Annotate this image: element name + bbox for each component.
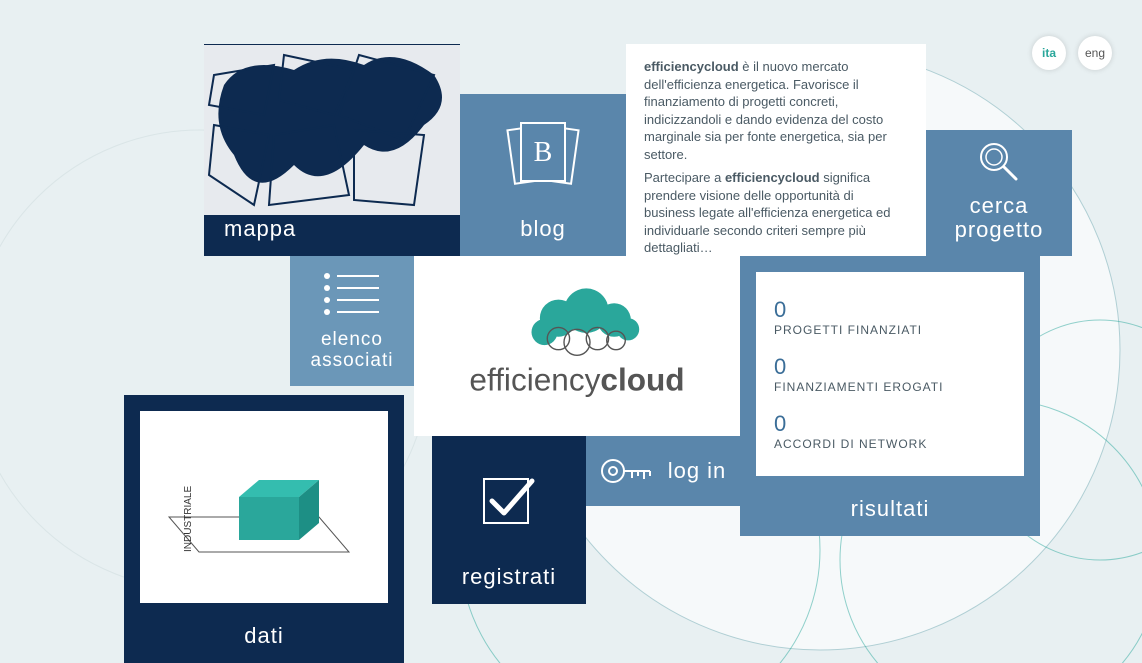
efficiencycloud-logo: efficiencycloud bbox=[447, 281, 707, 411]
registrati-label: registrati bbox=[462, 564, 556, 590]
blog-tile[interactable]: B blog bbox=[460, 94, 626, 256]
dati-chart: INDUSTRIALE bbox=[140, 411, 388, 603]
stat-progetti: 0 PROGETTI FINANZIATI bbox=[774, 297, 1006, 337]
dati-tile[interactable]: INDUSTRIALE dati bbox=[124, 395, 404, 663]
stat-num: 0 bbox=[774, 411, 1006, 437]
list-icon bbox=[317, 268, 387, 318]
key-icon bbox=[600, 454, 654, 488]
blog-icon: B bbox=[501, 113, 585, 197]
checkbox-icon bbox=[474, 465, 544, 535]
language-switch: ita eng bbox=[1032, 36, 1112, 70]
elenco-associati-tile[interactable]: elencoassociati bbox=[290, 256, 414, 386]
cerca-label: cercaprogetto bbox=[955, 194, 1044, 242]
svg-text:INDUSTRIALE: INDUSTRIALE bbox=[183, 486, 194, 552]
registrati-tile[interactable]: registrati bbox=[432, 436, 586, 604]
stat-accordi: 0 ACCORDI DI NETWORK bbox=[774, 411, 1006, 451]
login-tile[interactable]: log in bbox=[586, 436, 740, 506]
italy-map-icon bbox=[204, 44, 460, 216]
risultati-tile[interactable]: 0 PROGETTI FINANZIATI 0 FINANZIAMENTI ER… bbox=[740, 256, 1040, 536]
description-p2: Partecipare a efficiencycloud significa … bbox=[644, 169, 908, 257]
logo-tile: efficiencycloud bbox=[414, 256, 740, 436]
stat-num: 0 bbox=[774, 297, 1006, 323]
elenco-label: elencoassociati bbox=[311, 330, 394, 372]
stat-label: FINANZIAMENTI EROGATI bbox=[774, 380, 1006, 394]
stat-num: 0 bbox=[774, 354, 1006, 380]
stat-label: ACCORDI DI NETWORK bbox=[774, 437, 1006, 451]
risultati-stats: 0 PROGETTI FINANZIATI 0 FINANZIAMENTI ER… bbox=[756, 272, 1024, 476]
mappa-label: mappa bbox=[224, 216, 296, 242]
svg-text:B: B bbox=[534, 137, 553, 168]
stat-label: PROGETTI FINANZIATI bbox=[774, 323, 1006, 337]
search-icon bbox=[974, 137, 1024, 187]
mappa-tile[interactable]: mappa bbox=[204, 44, 460, 256]
svg-text:efficiencycloud: efficiencycloud bbox=[469, 362, 684, 398]
description-panel: efficiencycloud è il nuovo mercato dell'… bbox=[626, 44, 926, 256]
lang-ita-button[interactable]: ita bbox=[1032, 36, 1066, 70]
blog-label: blog bbox=[520, 216, 566, 242]
dati-label: dati bbox=[244, 623, 283, 649]
login-label: log in bbox=[668, 458, 727, 484]
risultati-label: risultati bbox=[851, 496, 930, 522]
lang-eng-button[interactable]: eng bbox=[1078, 36, 1112, 70]
description-p1: efficiencycloud è il nuovo mercato dell'… bbox=[644, 58, 908, 163]
stat-finanziamenti: 0 FINANZIAMENTI EROGATI bbox=[774, 354, 1006, 394]
cerca-progetto-tile[interactable]: cercaprogetto bbox=[926, 130, 1072, 256]
